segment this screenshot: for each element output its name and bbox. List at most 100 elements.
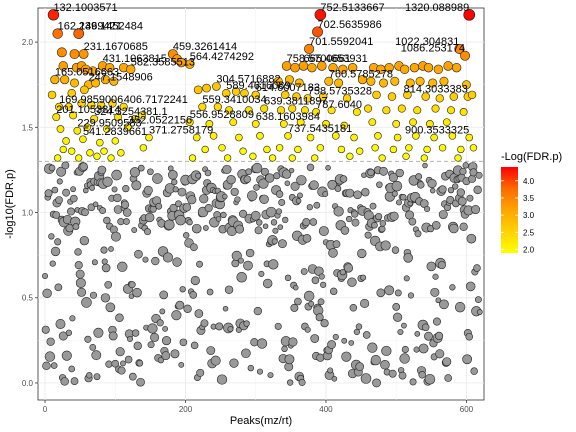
- nonsig-point: [276, 209, 282, 215]
- nonsig-point: [433, 274, 439, 280]
- nonsig-point: [106, 303, 115, 312]
- y-axis-ticks: 0.00.51.01.52.0: [22, 38, 38, 388]
- nonsig-point: [304, 291, 314, 301]
- nonsig-point: [178, 188, 186, 196]
- nonsig-point: [340, 176, 347, 183]
- nonsig-point: [103, 177, 113, 187]
- nonsig-point: [85, 336, 91, 342]
- nonsig-point: [342, 338, 347, 343]
- nonsig-point: [132, 330, 139, 337]
- nonsig-point: [251, 338, 259, 346]
- nonsig-point: [400, 194, 406, 200]
- nonsig-point: [247, 191, 257, 201]
- nonsig-point: [303, 234, 311, 242]
- nonsig-point: [66, 330, 72, 336]
- y-tick-label: 1.5: [22, 123, 34, 132]
- nonsig-point: [404, 253, 413, 262]
- nonsig-point: [449, 224, 458, 233]
- nonsig-point: [116, 314, 124, 322]
- peak-label: 371.2758179: [149, 125, 213, 137]
- nonsig-point: [129, 281, 135, 287]
- nonsig-point: [207, 289, 213, 295]
- nonsig-point: [435, 332, 443, 340]
- nonsig-point: [396, 200, 401, 205]
- nonsig-point: [360, 299, 369, 308]
- nonsig-point: [81, 297, 91, 307]
- nonsig-point: [392, 191, 397, 196]
- nonsig-point: [211, 356, 220, 365]
- nonsig-point: [452, 184, 458, 190]
- nonsig-point: [471, 205, 479, 213]
- nonsig-point: [90, 292, 97, 299]
- x-tick-label: 0: [43, 405, 48, 414]
- nonsig-point: [62, 162, 69, 169]
- sig-point: [112, 138, 119, 145]
- nonsig-point: [195, 310, 203, 318]
- nonsig-point: [252, 163, 262, 173]
- peak-label: 1086.253174: [401, 43, 465, 55]
- nonsig-point: [278, 240, 286, 248]
- nonsig-point: [381, 241, 391, 251]
- nonsig-point: [272, 239, 277, 244]
- nonsig-point: [393, 303, 400, 310]
- nonsig-point: [410, 379, 416, 385]
- sig-point: [276, 144, 283, 151]
- nonsig-point: [45, 190, 52, 197]
- nonsig-point: [99, 207, 105, 213]
- nonsig-point: [335, 186, 341, 192]
- nonsig-point: [402, 346, 408, 352]
- nonsig-point: [94, 374, 100, 380]
- nonsig-point: [195, 173, 200, 178]
- nonsig-point: [460, 168, 467, 175]
- nonsig-point: [332, 376, 337, 381]
- nonsig-point: [401, 323, 406, 328]
- nonsig-point: [244, 176, 251, 183]
- sig-point: [436, 94, 444, 102]
- nonsig-point: [320, 282, 326, 288]
- sig-point: [203, 84, 211, 92]
- nonsig-point: [463, 162, 469, 168]
- nonsig-point: [330, 288, 337, 295]
- nonsig-point: [350, 304, 357, 311]
- nonsig-point: [160, 291, 168, 299]
- nonsig-point: [399, 372, 406, 379]
- sig-point: [373, 91, 381, 99]
- peak-label: 900.3533325: [405, 125, 469, 137]
- nonsig-point: [55, 284, 62, 291]
- sig-point: [235, 134, 242, 141]
- nonsig-point: [458, 197, 466, 205]
- nonsig-point: [69, 366, 75, 372]
- nonsig-point: [42, 273, 47, 278]
- nonsig-point: [62, 351, 71, 360]
- nonsig-point: [191, 342, 198, 349]
- peak-label: 638.1603984: [256, 111, 320, 123]
- x-tick-label: 400: [319, 405, 333, 414]
- nonsig-point: [89, 185, 94, 190]
- nonsig-point: [77, 288, 85, 296]
- nonsig-point: [113, 194, 121, 202]
- nonsig-point: [293, 285, 298, 290]
- nonsig-point: [414, 347, 419, 352]
- nonsig-point: [201, 320, 208, 327]
- sig-point: [460, 108, 467, 115]
- nonsig-point: [47, 338, 55, 346]
- nonsig-point: [184, 305, 192, 313]
- nonsig-point: [71, 378, 78, 385]
- nonsig-point: [82, 209, 89, 216]
- nonsig-point: [183, 232, 189, 238]
- nonsig-point: [122, 185, 129, 192]
- nonsig-point: [133, 288, 142, 297]
- sig-point: [289, 155, 296, 162]
- sig-point: [202, 146, 209, 153]
- nonsig-point: [432, 221, 440, 229]
- sig-point: [70, 79, 78, 87]
- peak-label: 162.1469421: [58, 21, 122, 33]
- nonsig-point: [109, 332, 117, 340]
- nonsig-point: [282, 217, 288, 223]
- nonsig-point: [105, 281, 112, 288]
- nonsig-point: [143, 257, 148, 262]
- legend-tick-label: 3.0: [523, 211, 535, 220]
- nonsig-point: [150, 206, 156, 212]
- nonsig-point: [285, 355, 294, 364]
